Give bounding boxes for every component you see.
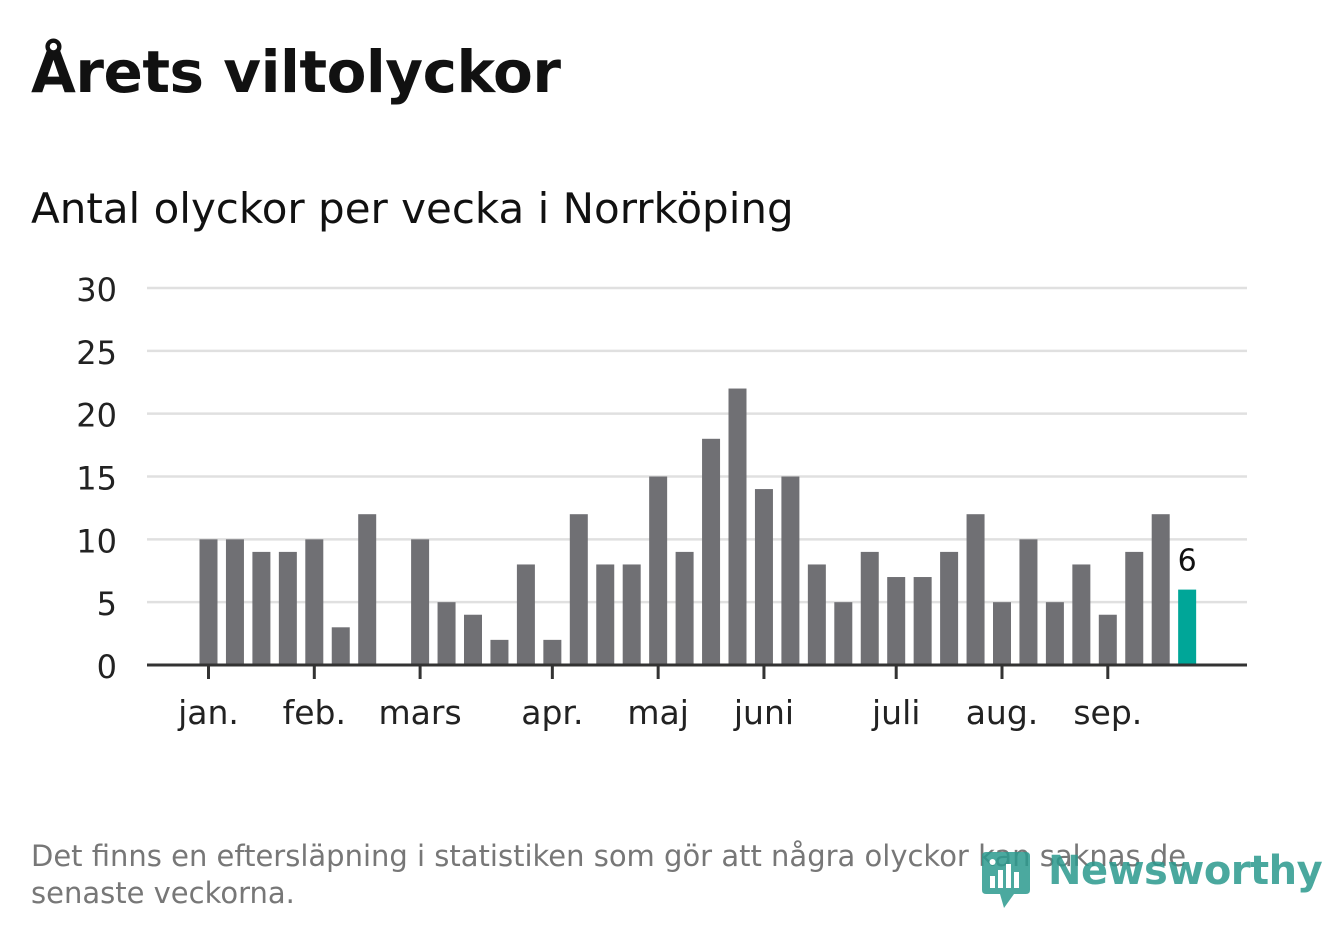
bar [1151, 514, 1170, 665]
bar [569, 514, 588, 665]
bar [437, 602, 456, 665]
x-tick-label: maj [627, 693, 689, 732]
bar [1098, 614, 1117, 665]
bar [1072, 564, 1091, 665]
bar [464, 614, 482, 665]
bar [1125, 551, 1144, 665]
bar [649, 476, 668, 665]
bar [754, 489, 773, 665]
chart-title: Årets viltolyckor [31, 38, 561, 106]
bar [860, 551, 879, 665]
y-tick-label: 5 [97, 585, 117, 623]
y-tick-label: 25 [76, 334, 117, 372]
y-tick-label: 0 [97, 648, 117, 686]
bar [993, 602, 1011, 665]
bar [331, 627, 350, 665]
bar [305, 539, 324, 665]
bar [490, 639, 509, 665]
bar [1045, 602, 1064, 665]
y-tick-label: 10 [76, 522, 117, 560]
bar [940, 551, 959, 665]
bar [199, 539, 218, 665]
bar [913, 577, 932, 665]
bar [834, 602, 853, 665]
x-tick-label: sep. [1073, 693, 1142, 732]
bars [199, 388, 1197, 665]
y-tick-label: 15 [76, 460, 117, 498]
y-tick-label: 30 [76, 271, 117, 309]
bar [807, 564, 826, 665]
bar [225, 539, 244, 665]
bar-chart: 0 5 10 15 20 25 30 jan. feb. mars apr. maj juni juli… [76, 271, 1247, 732]
bar [887, 577, 906, 665]
x-tick-label: apr. [521, 693, 583, 732]
x-tick-label: juni [733, 693, 794, 732]
gridlines [147, 286, 1247, 604]
data-labels: 6 [1175, 541, 1200, 582]
bar-latest-week [1178, 589, 1197, 665]
newsworthy-logo-icon [982, 852, 1030, 908]
bar [675, 551, 694, 665]
data-label-latest-week: 6 [1178, 544, 1197, 579]
bar [966, 514, 985, 665]
x-tick-label: mars [379, 693, 462, 732]
bar [278, 551, 297, 665]
y-tick-label: 20 [76, 397, 117, 435]
bar [622, 564, 641, 665]
bar [1019, 539, 1038, 665]
newsworthy-logo-label: Newsworthy [1048, 848, 1322, 894]
chart-subtitle: Antal olyckor per vecka i Norrköping [31, 184, 794, 233]
bar [702, 438, 721, 665]
x-tick-label: juli [871, 693, 920, 732]
bar [781, 476, 800, 665]
bar [358, 514, 377, 665]
bar [543, 639, 562, 665]
newsworthy-logo: Newsworthy [980, 846, 1322, 916]
bar [252, 551, 271, 665]
bar [728, 388, 747, 665]
x-tick-label: jan. [177, 693, 239, 732]
y-axis-ticks: 0 5 10 15 20 25 30 [76, 271, 117, 686]
x-tick-label: feb. [283, 693, 346, 732]
x-axis-ticks: jan. feb. mars apr. maj juni juli aug. sep. [177, 665, 1142, 732]
bar [596, 564, 615, 665]
bar [411, 539, 430, 665]
x-tick-label: aug. [966, 693, 1039, 732]
bar [516, 564, 535, 665]
